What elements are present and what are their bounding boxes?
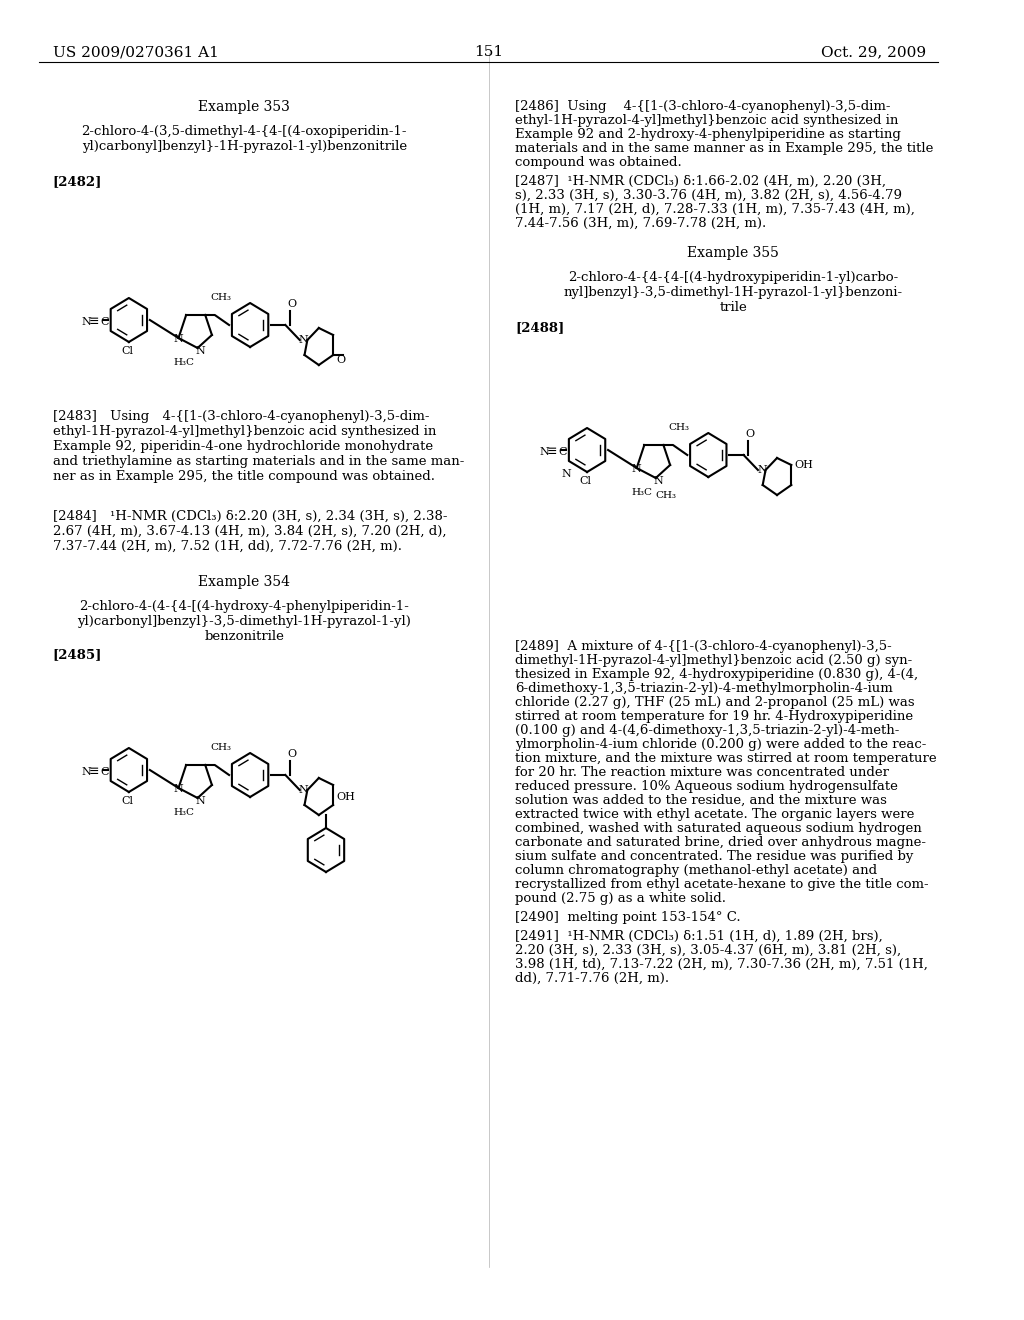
Text: s), 2.33 (3H, s), 3.30-3.76 (4H, m), 3.82 (2H, s), 4.56-4.79: s), 2.33 (3H, s), 3.30-3.76 (4H, m), 3.8… [515,189,902,202]
Text: N: N [81,767,91,777]
Text: Example 354: Example 354 [199,576,291,589]
Text: extracted twice with ethyl acetate. The organic layers were: extracted twice with ethyl acetate. The … [515,808,914,821]
Text: for 20 hr. The reaction mixture was concentrated under: for 20 hr. The reaction mixture was conc… [515,766,890,779]
Text: ylmorpholin-4-ium chloride (0.200 g) were added to the reac-: ylmorpholin-4-ium chloride (0.200 g) wer… [515,738,927,751]
Text: [2491]  ¹H-NMR (CDCl₃) δ:1.51 (1H, d), 1.89 (2H, brs),: [2491] ¹H-NMR (CDCl₃) δ:1.51 (1H, d), 1.… [515,931,884,942]
Text: ≡: ≡ [89,315,99,327]
Text: [2486]  Using    4-{[1-(3-chloro-4-cyanophenyl)-3,5-dim-: [2486] Using 4-{[1-(3-chloro-4-cyanophen… [515,100,891,114]
Text: Oct. 29, 2009: Oct. 29, 2009 [821,45,926,59]
Text: N: N [654,477,664,486]
Text: [2484] ¹H-NMR (CDCl₃) δ:2.20 (3H, s), 2.34 (3H, s), 2.38-
2.67 (4H, m), 3.67-4.1: [2484] ¹H-NMR (CDCl₃) δ:2.20 (3H, s), 2.… [52,510,447,553]
Text: [2489]  A mixture of 4-{[1-(3-chloro-4-cyanophenyl)-3,5-: [2489] A mixture of 4-{[1-(3-chloro-4-cy… [515,640,892,653]
Text: Example 92 and 2-hydroxy-4-phenylpiperidine as starting: Example 92 and 2-hydroxy-4-phenylpiperid… [515,128,901,141]
Text: ethyl-1H-pyrazol-4-yl]methyl}benzoic acid synthesized in: ethyl-1H-pyrazol-4-yl]methyl}benzoic aci… [515,114,899,127]
Text: H₃C: H₃C [632,488,653,498]
Text: pound (2.75 g) as a white solid.: pound (2.75 g) as a white solid. [515,892,726,906]
Text: Example 355: Example 355 [687,246,779,260]
Text: solution was added to the residue, and the mixture was: solution was added to the residue, and t… [515,795,888,807]
Text: N: N [757,465,767,475]
Text: 2-chloro-4-(4-{4-[(4-hydroxy-4-phenylpiperidin-1-
yl)carbonyl]benzyl}-3,5-dimeth: 2-chloro-4-(4-{4-[(4-hydroxy-4-phenylpip… [78,601,412,643]
Text: [2482]: [2482] [52,176,101,187]
Text: tion mixture, and the mixture was stirred at room temperature: tion mixture, and the mixture was stirre… [515,752,937,766]
Text: N: N [174,334,183,345]
Text: 2-chloro-4-(3,5-dimethyl-4-{4-[(4-oxopiperidin-1-
yl)carbonyl]benzyl}-1H-pyrazol: 2-chloro-4-(3,5-dimethyl-4-{4-[(4-oxopip… [82,125,408,153]
Text: 151: 151 [474,45,504,59]
Text: thesized in Example 92, 4-hydroxypiperidine (0.830 g), 4-(4,: thesized in Example 92, 4-hydroxypiperid… [515,668,919,681]
Text: N: N [561,469,571,479]
Text: recrystallized from ethyl acetate-hexane to give the title com-: recrystallized from ethyl acetate-hexane… [515,878,929,891]
Text: C: C [100,767,109,777]
Text: [2487]  ¹H-NMR (CDCl₃) δ:1.66-2.02 (4H, m), 2.20 (3H,: [2487] ¹H-NMR (CDCl₃) δ:1.66-2.02 (4H, m… [515,176,887,187]
Text: Cl: Cl [580,477,592,486]
Text: CH₃: CH₃ [210,743,231,752]
Text: CH₃: CH₃ [655,491,677,500]
Text: H₃C: H₃C [174,808,195,817]
Text: Example 353: Example 353 [199,100,291,114]
Text: N: N [196,346,206,356]
Text: CH₃: CH₃ [210,293,231,302]
Text: CH₃: CH₃ [669,422,689,432]
Text: N: N [174,784,183,795]
Text: O: O [336,355,345,366]
Text: N: N [81,317,91,327]
Text: [2483] Using 4-{[1-(3-chloro-4-cyanophenyl)-3,5-dim-
ethyl-1H-pyrazol-4-yl]methy: [2483] Using 4-{[1-(3-chloro-4-cyanophen… [52,411,464,483]
Text: [2488]: [2488] [515,321,564,334]
Text: (0.100 g) and 4-(4,6-dimethoxy-1,3,5-triazin-2-yl)-4-meth-: (0.100 g) and 4-(4,6-dimethoxy-1,3,5-tri… [515,723,900,737]
Text: [2490]  melting point 153-154° C.: [2490] melting point 153-154° C. [515,911,741,924]
Text: sium sulfate and concentrated. The residue was purified by: sium sulfate and concentrated. The resid… [515,850,913,863]
Text: chloride (2.27 g), THF (25 mL) and 2-propanol (25 mL) was: chloride (2.27 g), THF (25 mL) and 2-pro… [515,696,915,709]
Text: O: O [745,429,755,440]
Text: US 2009/0270361 A1: US 2009/0270361 A1 [52,45,218,59]
Text: ≡: ≡ [547,445,557,458]
Text: dd), 7.71-7.76 (2H, m).: dd), 7.71-7.76 (2H, m). [515,972,670,985]
Text: 2.20 (3H, s), 2.33 (3H, s), 3.05-4.37 (6H, m), 3.81 (2H, s),: 2.20 (3H, s), 2.33 (3H, s), 3.05-4.37 (6… [515,944,901,957]
Text: reduced pressure. 10% Aqueous sodium hydrogensulfate: reduced pressure. 10% Aqueous sodium hyd… [515,780,898,793]
Text: [2485]: [2485] [52,648,101,661]
Text: materials and in the same manner as in Example 295, the title: materials and in the same manner as in E… [515,143,934,154]
Text: (1H, m), 7.17 (2H, d), 7.28-7.33 (1H, m), 7.35-7.43 (4H, m),: (1H, m), 7.17 (2H, d), 7.28-7.33 (1H, m)… [515,203,915,216]
Text: OH: OH [336,792,355,803]
Text: O: O [288,748,297,759]
Text: Cl: Cl [121,796,133,807]
Text: H₃C: H₃C [174,358,195,367]
Text: N: N [299,335,308,345]
Text: carbonate and saturated brine, dried over anhydrous magne-: carbonate and saturated brine, dried ove… [515,836,927,849]
Text: C: C [100,317,109,327]
Text: column chromatography (methanol-ethyl acetate) and: column chromatography (methanol-ethyl ac… [515,865,878,876]
Text: N: N [196,796,206,807]
Text: O: O [288,300,297,309]
Text: stirred at room temperature for 19 hr. 4-Hydroxypiperidine: stirred at room temperature for 19 hr. 4… [515,710,913,723]
Text: OH: OH [795,459,813,470]
Text: Cl: Cl [121,346,133,356]
Text: N: N [632,465,642,474]
Text: 7.44-7.56 (3H, m), 7.69-7.78 (2H, m).: 7.44-7.56 (3H, m), 7.69-7.78 (2H, m). [515,216,767,230]
Text: C: C [558,447,567,457]
Text: dimethyl-1H-pyrazol-4-yl]methyl}benzoic acid (2.50 g) syn-: dimethyl-1H-pyrazol-4-yl]methyl}benzoic … [515,653,912,667]
Text: ≡: ≡ [89,766,99,777]
Text: N: N [299,785,308,795]
Text: compound was obtained.: compound was obtained. [515,156,682,169]
Text: 2-chloro-4-{4-{4-[(4-hydroxypiperidin-1-yl)carbo-
nyl]benzyl}-3,5-dimethyl-1H-py: 2-chloro-4-{4-{4-[(4-hydroxypiperidin-1-… [563,271,903,314]
Text: 6-dimethoxy-1,3,5-triazin-2-yl)-4-methylmorpholin-4-ium: 6-dimethoxy-1,3,5-triazin-2-yl)-4-methyl… [515,682,893,696]
Text: N: N [540,447,549,457]
Text: 3.98 (1H, td), 7.13-7.22 (2H, m), 7.30-7.36 (2H, m), 7.51 (1H,: 3.98 (1H, td), 7.13-7.22 (2H, m), 7.30-7… [515,958,929,972]
Text: combined, washed with saturated aqueous sodium hydrogen: combined, washed with saturated aqueous … [515,822,923,836]
